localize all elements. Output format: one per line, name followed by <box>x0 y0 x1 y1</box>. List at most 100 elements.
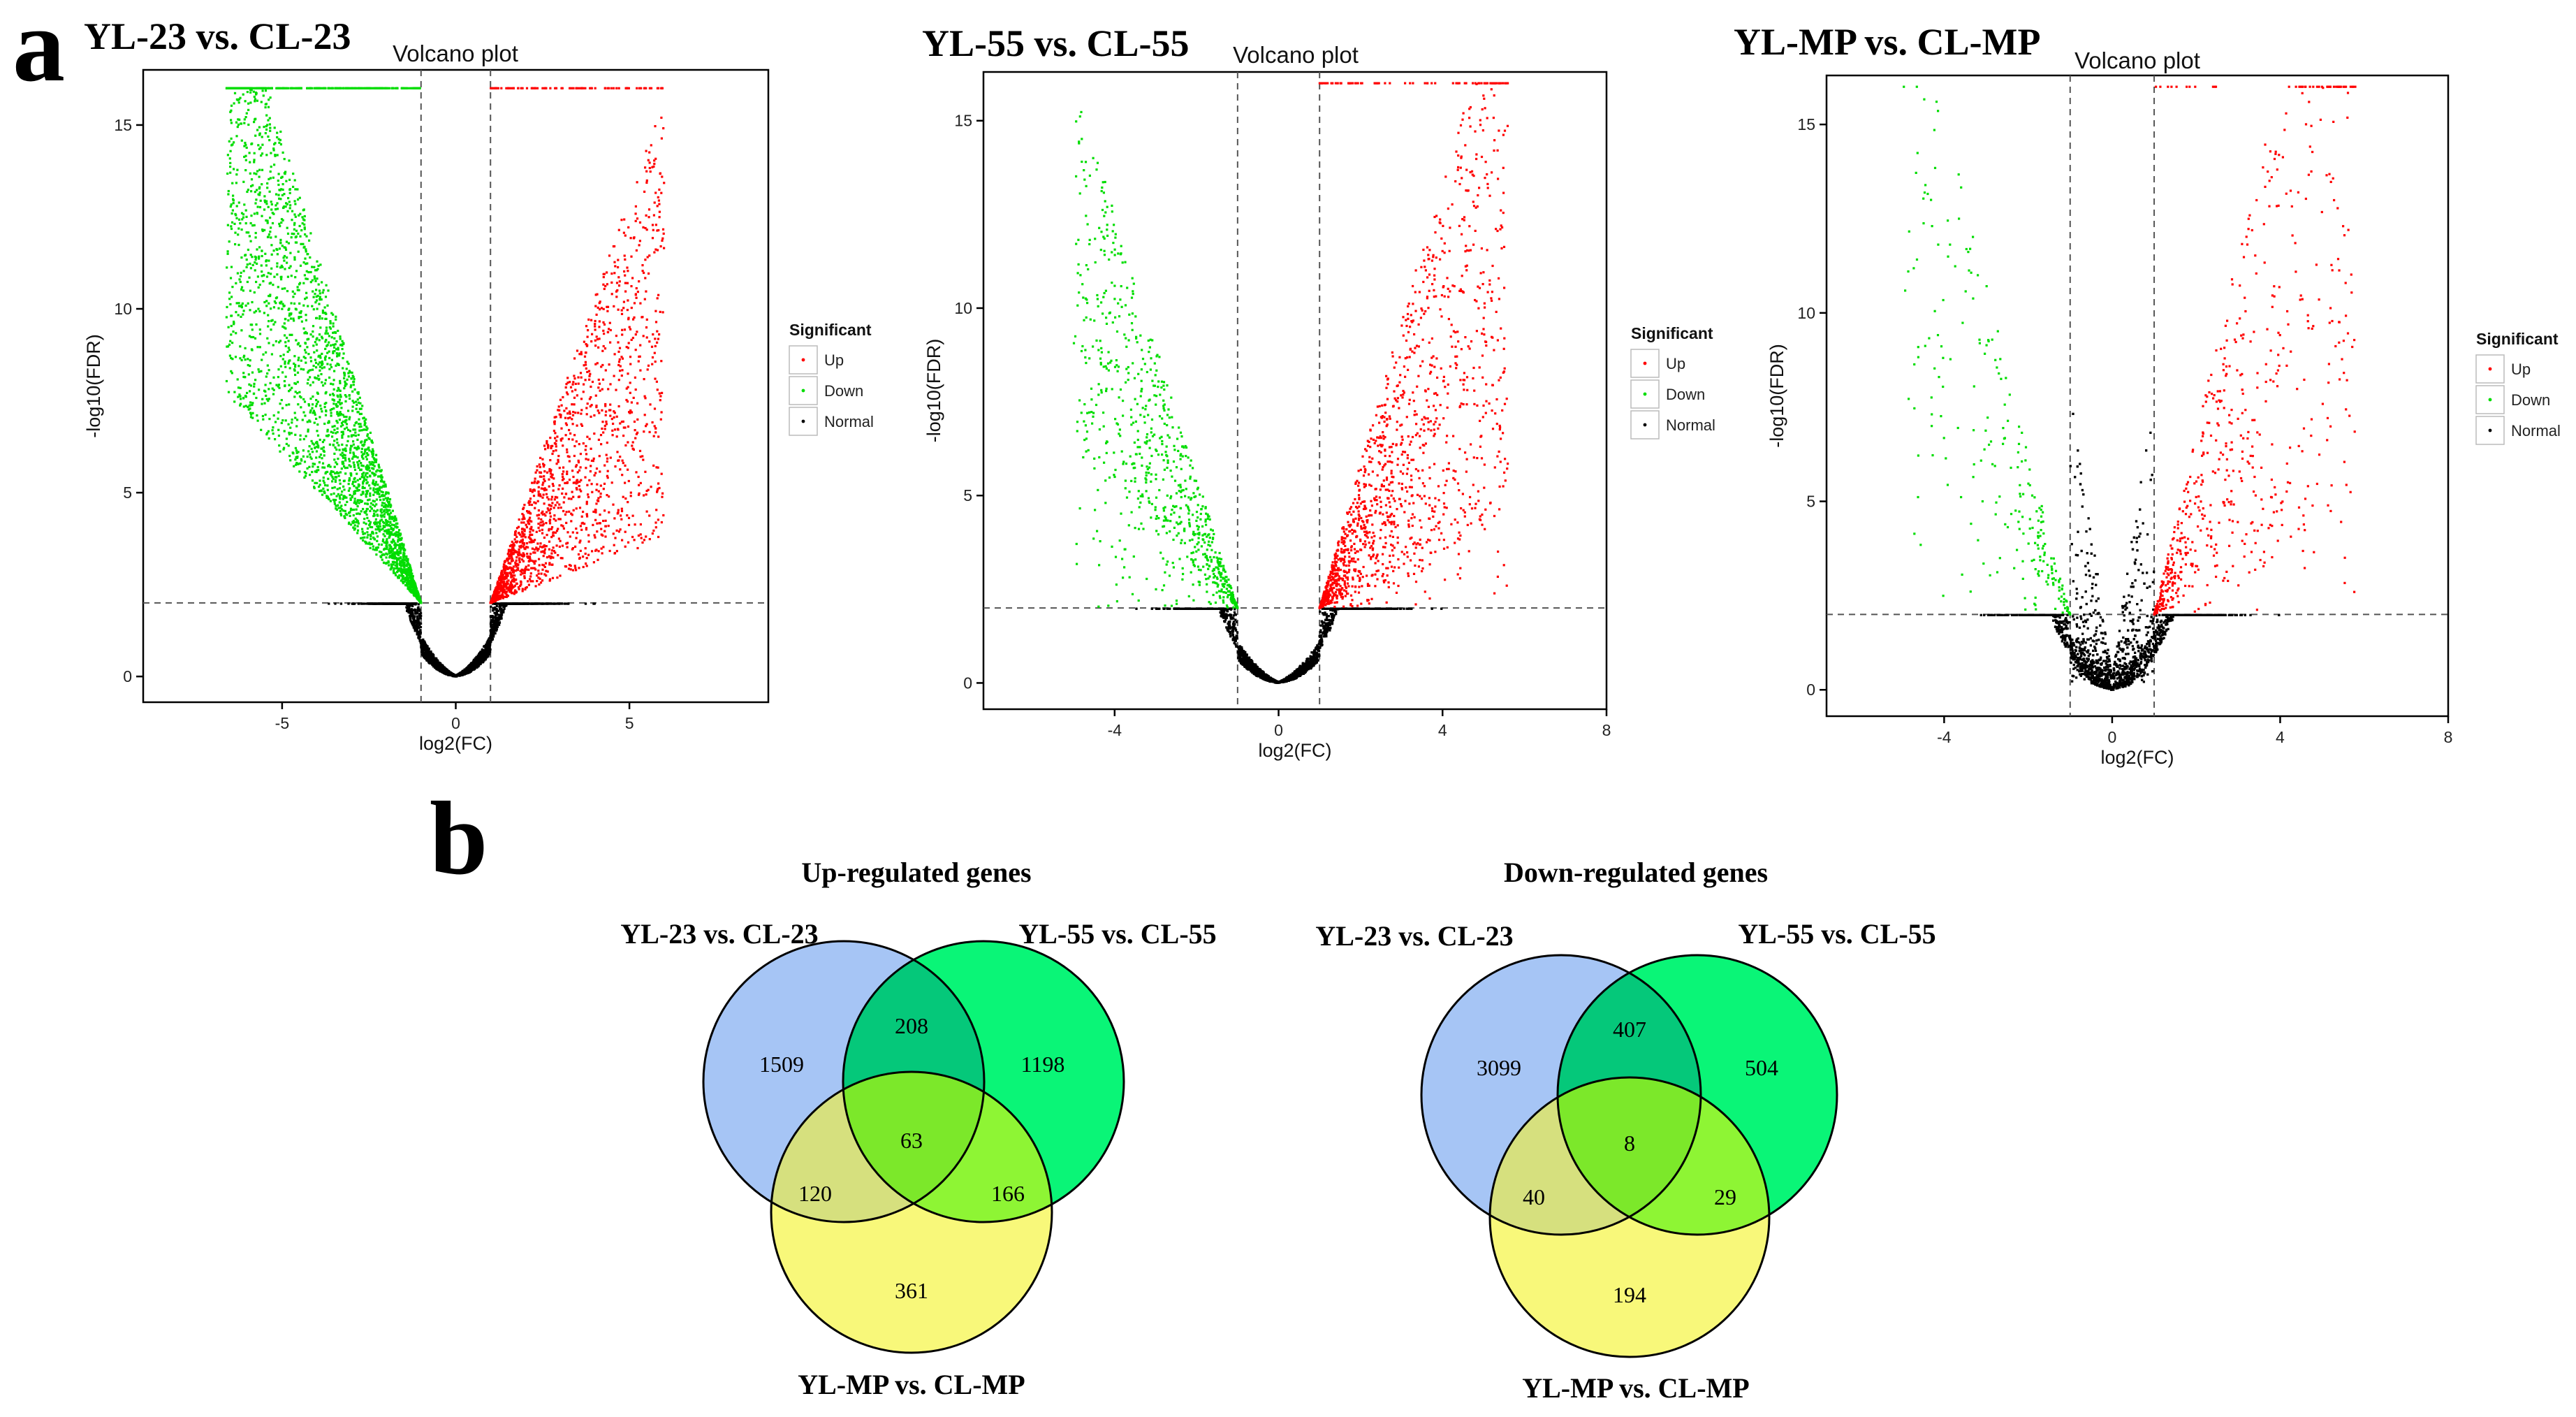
data-point <box>336 394 339 397</box>
data-point <box>235 302 238 305</box>
data-point <box>457 674 460 676</box>
data-point <box>347 372 350 375</box>
data-point <box>487 641 490 644</box>
data-point <box>423 655 426 658</box>
data-point <box>431 657 434 660</box>
data-point <box>371 542 374 545</box>
data-point <box>240 139 243 142</box>
data-point <box>249 101 252 104</box>
data-point <box>434 661 437 664</box>
data-point <box>478 654 481 657</box>
data-point <box>228 140 230 143</box>
data-point <box>253 291 256 294</box>
data-point <box>263 402 266 405</box>
data-point <box>304 342 307 344</box>
data-point <box>318 289 321 292</box>
data-point <box>380 511 383 514</box>
data-point <box>325 338 328 342</box>
data-point <box>499 604 502 607</box>
data-point <box>343 374 346 377</box>
data-point <box>288 201 291 203</box>
data-point <box>364 450 367 453</box>
data-point <box>483 655 487 658</box>
data-point <box>434 658 437 661</box>
data-point <box>284 361 286 363</box>
data-point <box>355 521 358 524</box>
data-point <box>230 104 233 107</box>
data-point <box>411 602 414 605</box>
data-point <box>321 352 323 355</box>
data-point <box>375 602 378 605</box>
data-point <box>364 474 367 477</box>
data-point <box>496 619 499 622</box>
data-point <box>317 264 320 267</box>
data-point <box>309 474 312 477</box>
data-point <box>360 510 363 513</box>
data-point <box>300 459 303 462</box>
data-point <box>485 641 488 644</box>
data-point <box>277 183 280 187</box>
data-point <box>335 331 337 334</box>
data-point <box>434 666 437 669</box>
data-point <box>544 602 547 605</box>
data-point <box>374 483 376 486</box>
data-point <box>295 229 298 232</box>
data-point <box>493 616 496 618</box>
data-point <box>254 236 257 239</box>
data-point <box>411 613 414 616</box>
data-point <box>495 602 498 605</box>
data-point <box>473 658 476 661</box>
data-point <box>278 141 281 144</box>
data-point <box>497 609 500 612</box>
data-point <box>275 208 277 211</box>
data-point <box>304 414 307 417</box>
data-point <box>388 602 391 605</box>
data-point <box>376 528 379 531</box>
data-point <box>315 338 318 341</box>
data-point <box>326 484 329 487</box>
data-point <box>378 487 381 490</box>
data-point <box>397 567 400 570</box>
data-point <box>284 375 287 378</box>
data-point <box>317 283 320 286</box>
data-point <box>278 341 281 344</box>
data-point <box>394 542 397 545</box>
data-point <box>350 384 353 387</box>
data-point <box>309 232 312 235</box>
data-point <box>323 366 325 369</box>
data-point <box>473 666 476 669</box>
data-point <box>494 608 497 611</box>
data-point <box>272 306 275 309</box>
data-point <box>372 450 374 453</box>
data-point <box>489 637 492 639</box>
data-point <box>276 273 279 276</box>
data-point <box>337 347 339 349</box>
data-point <box>394 602 397 605</box>
data-point <box>237 101 240 104</box>
data-point <box>345 496 348 499</box>
data-point <box>284 170 287 173</box>
data-point <box>427 647 430 650</box>
data-point <box>385 491 388 494</box>
data-point <box>427 658 430 661</box>
data-point <box>324 358 327 361</box>
data-point <box>386 538 388 541</box>
data-point <box>535 602 538 605</box>
data-point <box>233 222 236 225</box>
data-point <box>357 512 360 515</box>
data-point <box>356 512 358 515</box>
data-point <box>324 296 328 298</box>
data-point <box>365 438 368 442</box>
data-point <box>288 333 291 336</box>
data-point <box>393 553 396 555</box>
data-point <box>254 191 256 194</box>
data-point <box>235 121 238 124</box>
data-point <box>302 304 305 307</box>
data-point <box>383 602 386 605</box>
data-point <box>347 363 350 365</box>
data-point <box>371 602 374 605</box>
data-point <box>379 498 382 502</box>
data-point <box>427 654 430 657</box>
data-point <box>434 660 437 662</box>
data-point <box>390 511 393 514</box>
